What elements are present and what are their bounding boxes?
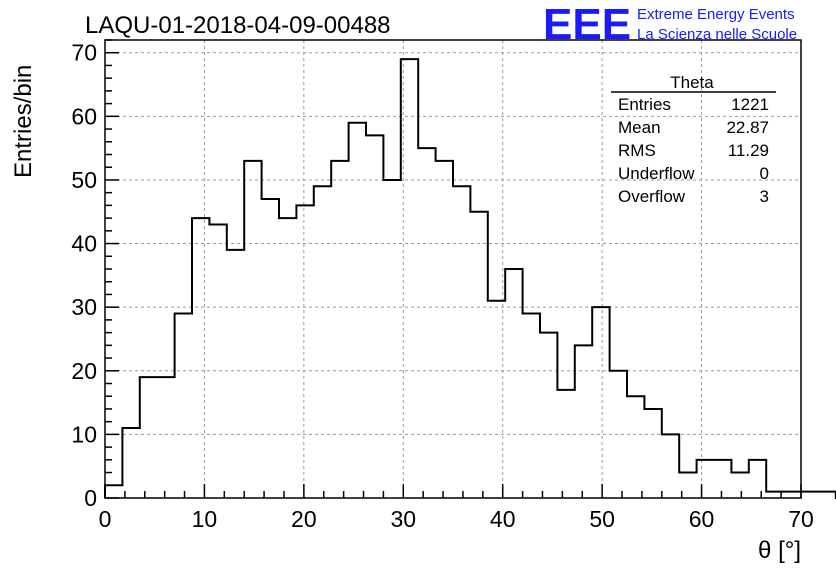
stats-underflow-label: Underflow [618, 164, 695, 183]
x-tick-label: 70 [788, 506, 814, 532]
eee-logo: EEE [543, 0, 631, 49]
y-tick-label: 30 [71, 294, 97, 320]
x-tick-label: 20 [291, 506, 317, 532]
x-tick-label: 30 [390, 506, 416, 532]
stats-rms-label: RMS [618, 141, 656, 160]
plot-frame [104, 39, 802, 499]
y-tick-label: 40 [71, 231, 97, 257]
run-title: LAQU-01-2018-04-09-00488 [85, 12, 391, 39]
stats-entries-value: 1221 [731, 95, 769, 114]
x-axis-label: θ [°] [758, 537, 801, 564]
y-axis-label: Entries/bin [10, 65, 37, 178]
stats-entries-label: Entries [618, 95, 671, 114]
grid-lines [105, 40, 801, 498]
stats-rms-value: 11.29 [728, 141, 769, 160]
y-tick-label: 10 [71, 421, 97, 447]
stats-box: Theta Entries 1221 Mean 22.87 RMS 11.29 … [611, 73, 776, 206]
y-tick-label: 20 [71, 358, 97, 384]
y-tick-label: 70 [71, 40, 97, 66]
x-tick-label: 0 [99, 506, 112, 532]
x-tick-label: 60 [689, 506, 715, 532]
y-tick-label: 50 [71, 167, 97, 193]
stats-overflow-value: 3 [760, 187, 769, 206]
stats-mean-value: 22.87 [726, 118, 769, 137]
x-tick-label: 10 [192, 506, 218, 532]
stats-mean-label: Mean [618, 118, 661, 137]
histogram-series [104, 58, 836, 499]
y-tick-label: 60 [71, 103, 97, 129]
y-tick-label: 0 [84, 485, 97, 511]
stats-underflow-value: 0 [760, 164, 769, 183]
logo-tagline-1: Extreme Energy Events [637, 6, 795, 23]
stats-title: Theta [670, 73, 714, 92]
x-tick-label: 40 [490, 506, 516, 532]
stats-overflow-label: Overflow [618, 187, 686, 206]
x-tick-label: 50 [589, 506, 615, 532]
logo-tagline-2: La Scienza nelle Scuole [637, 26, 797, 43]
